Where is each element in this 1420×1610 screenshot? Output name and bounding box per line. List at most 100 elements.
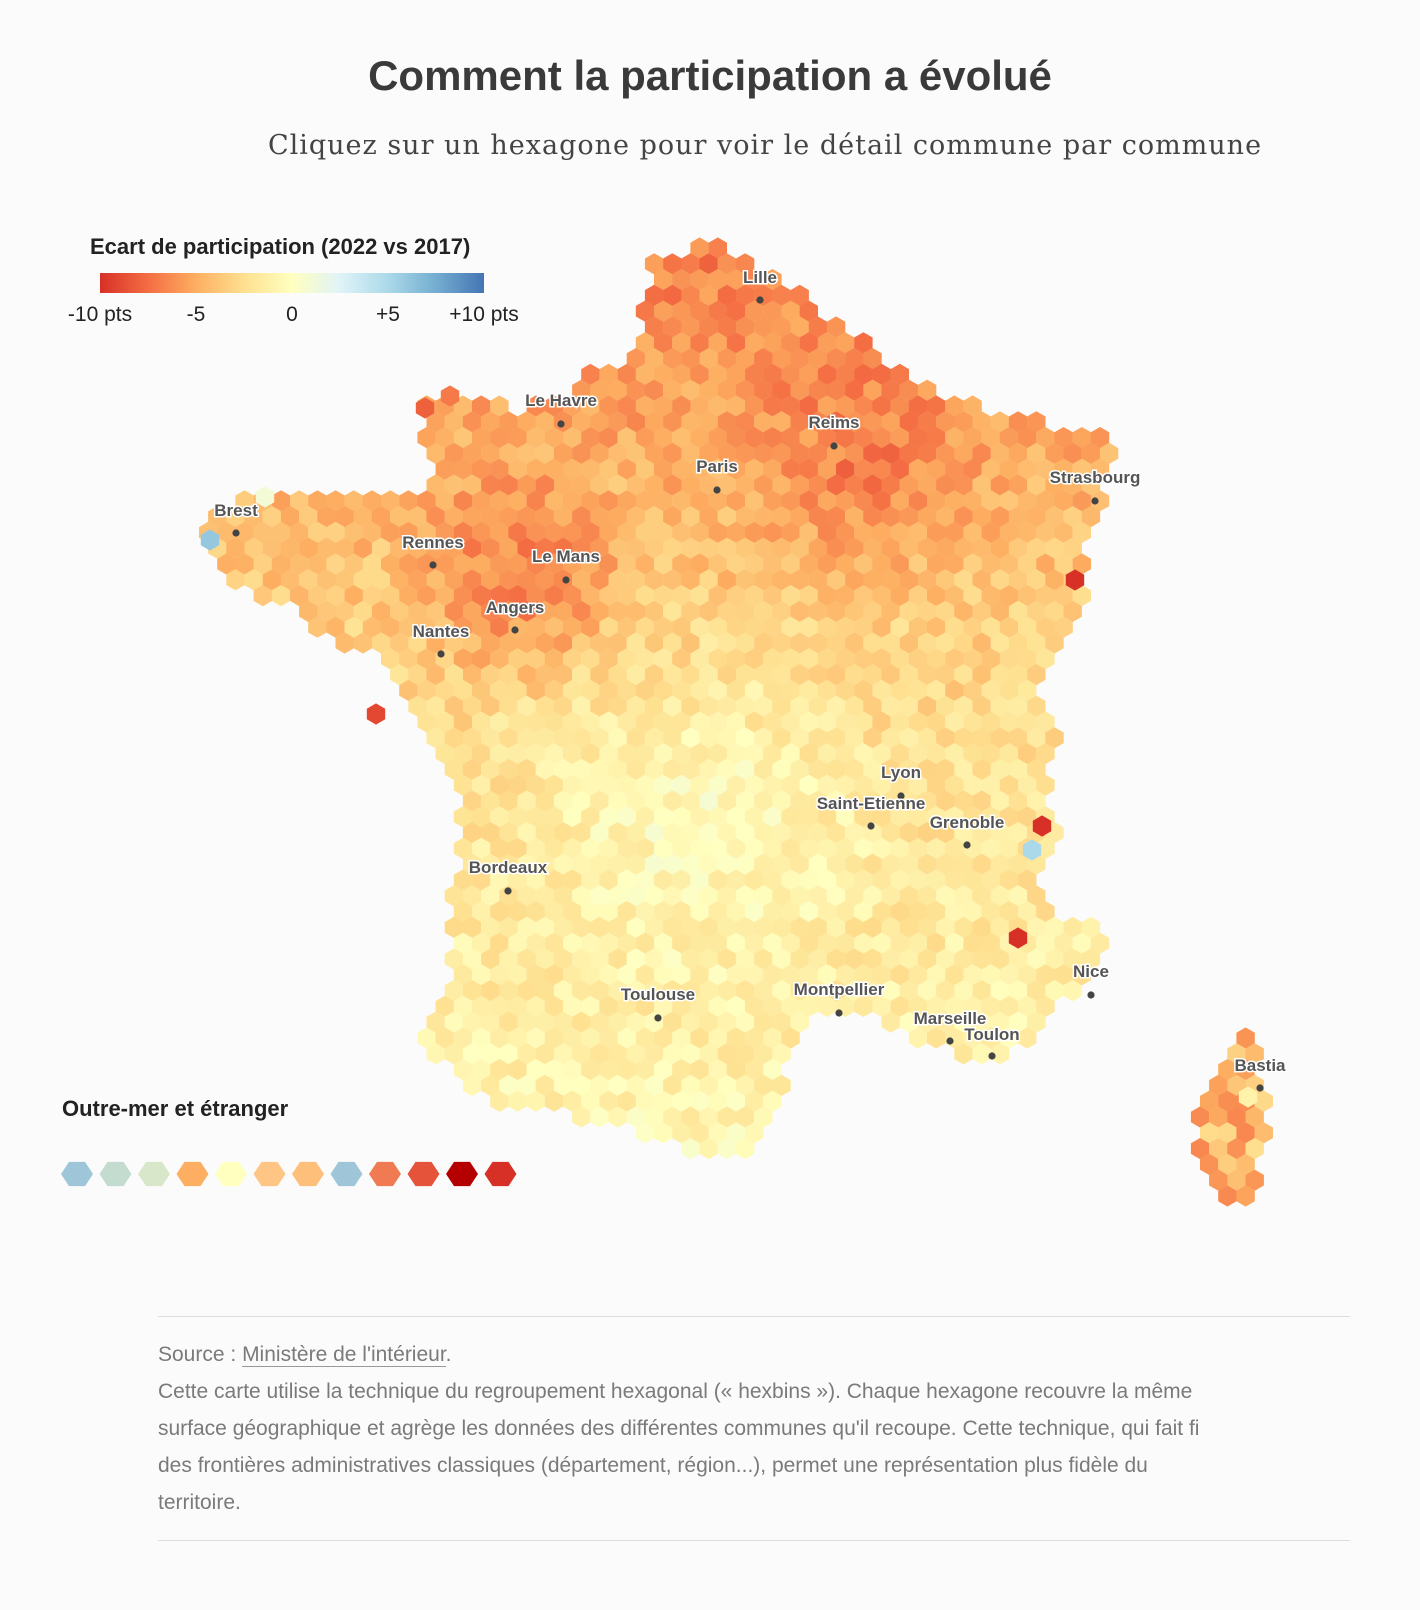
hexagon[interactable]: [927, 1027, 946, 1049]
hexagon[interactable]: [945, 837, 964, 859]
hexagon[interactable]: [717, 506, 737, 528]
hexagon[interactable]: [845, 948, 864, 970]
hexagon[interactable]: [781, 964, 800, 986]
hexagon[interactable]: [826, 790, 846, 812]
hexagon[interactable]: [854, 427, 873, 449]
hexagon[interactable]: [717, 790, 737, 812]
hexagon[interactable]: [1018, 427, 1037, 449]
hexagon[interactable]: [845, 916, 864, 938]
hexagon[interactable]: [708, 679, 727, 701]
hexagon[interactable]: [981, 995, 1000, 1017]
hexagon[interactable]: [908, 837, 928, 859]
hexagon[interactable]: [572, 790, 591, 812]
hexagon[interactable]: [599, 964, 618, 986]
hexagon[interactable]: [790, 758, 809, 780]
hexagon[interactable]: [908, 932, 928, 954]
hexagon[interactable]: [763, 964, 782, 986]
hexagon[interactable]: [845, 537, 864, 559]
hexagon[interactable]: [435, 995, 454, 1017]
hexagon[interactable]: [981, 869, 1000, 891]
hexagon[interactable]: [717, 853, 737, 875]
hexagon[interactable]: [635, 585, 655, 607]
hexagon[interactable]: [972, 474, 991, 496]
hexagon[interactable]: [517, 758, 536, 780]
hexagon[interactable]: [572, 822, 591, 844]
hexagon[interactable]: [990, 980, 1010, 1002]
hexagon[interactable]: [581, 743, 600, 765]
hexagon[interactable]: [472, 743, 491, 765]
hexagon[interactable]: [654, 964, 673, 986]
hexagon[interactable]: [981, 679, 1000, 701]
hexagon[interactable]: [553, 1011, 573, 1033]
hexagon[interactable]: [1054, 490, 1073, 512]
hexagon[interactable]: [535, 916, 555, 938]
hexagon[interactable]: [872, 711, 891, 733]
hexagon-corsica[interactable]: [1190, 1106, 1210, 1128]
hexagon[interactable]: [735, 1043, 755, 1065]
hexagon[interactable]: [690, 616, 709, 638]
hexagon[interactable]: [717, 727, 737, 749]
hexagon[interactable]: [981, 932, 1000, 954]
hexagon[interactable]: [544, 1090, 564, 1112]
hexagon[interactable]: [617, 1027, 636, 1049]
hexagon[interactable]: [981, 964, 1000, 986]
hexagon[interactable]: [499, 822, 518, 844]
hexagon[interactable]: [353, 506, 373, 528]
hexagon[interactable]: [617, 427, 636, 449]
hexagon[interactable]: [1045, 474, 1064, 496]
hexagon[interactable]: [317, 600, 336, 622]
hexagon[interactable]: [308, 490, 327, 512]
hexagon[interactable]: [1072, 427, 1091, 449]
hexagon[interactable]: [690, 332, 709, 354]
hexagon[interactable]: [417, 711, 436, 733]
hexagon[interactable]: [1036, 648, 1055, 670]
hexagon[interactable]: [599, 363, 618, 385]
hexagon[interactable]: [690, 679, 709, 701]
hexagon[interactable]: [644, 916, 664, 938]
hexagon[interactable]: [635, 427, 655, 449]
hexagon[interactable]: [881, 695, 900, 717]
hexagon[interactable]: [526, 427, 545, 449]
hexagon[interactable]: [899, 474, 919, 496]
hexagon[interactable]: [963, 869, 982, 891]
hexagon[interactable]: [790, 284, 809, 306]
hexagon[interactable]: [444, 758, 464, 780]
hexagon[interactable]: [726, 679, 746, 701]
hexagon[interactable]: [745, 743, 764, 765]
hexagon[interactable]: [1045, 600, 1064, 622]
hexagon[interactable]: [1008, 927, 1028, 949]
hexagon[interactable]: [954, 506, 973, 528]
hexagon[interactable]: [717, 948, 737, 970]
hexagon[interactable]: [472, 490, 491, 512]
hexagon[interactable]: [299, 600, 318, 622]
hexagon[interactable]: [462, 569, 482, 591]
hexagon[interactable]: [335, 506, 354, 528]
hexagon[interactable]: [836, 521, 855, 543]
hexagon[interactable]: [708, 395, 727, 417]
hexagon[interactable]: [790, 569, 809, 591]
hexagon[interactable]: [499, 506, 518, 528]
hexagon[interactable]: [526, 679, 545, 701]
hexagon[interactable]: [626, 600, 646, 622]
hexagon[interactable]: [326, 616, 345, 638]
hexagon[interactable]: [699, 664, 718, 686]
hexagon[interactable]: [927, 806, 946, 828]
hexagon[interactable]: [726, 932, 746, 954]
hexagon[interactable]: [654, 1122, 673, 1144]
hexagon[interactable]: [553, 948, 573, 970]
hexagon-corsica[interactable]: [1218, 1153, 1237, 1175]
hexagon[interactable]: [817, 490, 837, 512]
hexagon[interactable]: [781, 458, 800, 480]
hexagon[interactable]: [799, 901, 818, 923]
hexagon[interactable]: [963, 585, 982, 607]
hexagon[interactable]: [817, 711, 837, 733]
hexagon[interactable]: [717, 980, 737, 1002]
hexagon[interactable]: [535, 853, 555, 875]
hexagon[interactable]: [845, 442, 864, 464]
hexagon[interactable]: [808, 411, 828, 433]
hexagon[interactable]: [881, 664, 900, 686]
hexagon[interactable]: [708, 332, 727, 354]
hexagon[interactable]: [836, 427, 855, 449]
hexagon[interactable]: [335, 600, 354, 622]
hexagon[interactable]: [444, 600, 464, 622]
